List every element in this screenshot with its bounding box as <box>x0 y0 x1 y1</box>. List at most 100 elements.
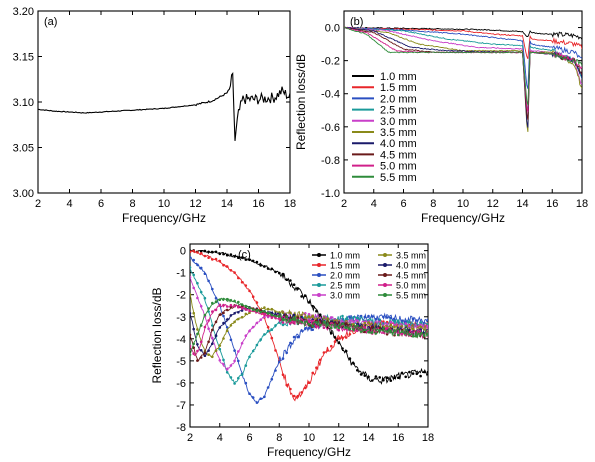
data-point <box>352 328 355 332</box>
data-point <box>233 255 236 258</box>
data-point <box>382 327 385 330</box>
series-group <box>344 26 582 132</box>
data-point <box>190 312 192 315</box>
data-point <box>292 321 296 324</box>
data-point <box>289 322 292 325</box>
data-point <box>199 304 203 308</box>
data-point <box>255 301 259 304</box>
data-point <box>285 278 289 282</box>
data-point <box>240 281 244 284</box>
data-point <box>278 317 281 320</box>
data-point <box>307 381 311 385</box>
data-point <box>190 276 192 279</box>
data-point <box>348 316 352 319</box>
series-line-30mm <box>344 26 582 120</box>
data-point <box>285 383 289 387</box>
panel-label: (a) <box>44 16 57 28</box>
data-point <box>311 324 315 328</box>
data-point <box>192 352 195 356</box>
data-point <box>211 301 214 305</box>
data-point <box>196 359 199 362</box>
data-point <box>244 334 248 338</box>
legend-label: 4.0 mm <box>396 261 426 271</box>
data-point <box>341 314 344 318</box>
data-point <box>382 315 385 319</box>
data-point <box>315 317 318 321</box>
data-point <box>281 311 285 315</box>
data-point <box>404 328 408 332</box>
data-point <box>203 354 207 358</box>
data-point <box>274 314 277 318</box>
data-point <box>192 311 195 315</box>
data-point <box>196 263 199 267</box>
data-point <box>270 267 274 271</box>
data-point <box>196 281 199 285</box>
data-point <box>214 300 218 304</box>
data-point <box>233 359 236 363</box>
data-point <box>296 287 300 290</box>
data-point <box>199 356 203 359</box>
data-point <box>196 328 199 331</box>
data-point <box>190 333 192 337</box>
y-tick-label: -5 <box>176 356 186 368</box>
data-point <box>344 322 348 325</box>
data-point <box>408 325 411 328</box>
y-tick-label: -0.2 <box>321 56 340 68</box>
data-point <box>300 315 303 319</box>
legend-marker <box>383 273 387 277</box>
x-tick-label: 12 <box>333 432 345 444</box>
x-tick-label: 6 <box>98 198 104 210</box>
data-point <box>270 313 274 317</box>
y-tick-label: 3.10 <box>13 97 34 109</box>
data-point <box>378 376 382 379</box>
data-point <box>296 316 300 319</box>
data-point <box>233 320 236 324</box>
series-group <box>190 249 428 405</box>
legend-marker <box>317 283 321 287</box>
data-point <box>415 335 419 338</box>
data-point <box>411 317 415 321</box>
data-point <box>400 319 404 323</box>
data-point <box>363 321 367 325</box>
data-point <box>311 315 315 319</box>
data-point <box>199 266 203 270</box>
data-point <box>389 379 393 383</box>
series-line-40mm <box>190 307 428 356</box>
data-point <box>363 374 367 377</box>
data-point <box>263 265 266 268</box>
data-point <box>263 312 266 316</box>
data-point <box>237 276 240 280</box>
data-point <box>233 312 236 315</box>
legend-label: 2.0 mm <box>380 93 417 105</box>
data-point <box>196 251 199 254</box>
data-point <box>330 332 333 335</box>
data-point <box>192 273 195 277</box>
data-point <box>318 313 322 317</box>
data-point <box>356 369 359 372</box>
data-point <box>426 370 428 374</box>
data-point <box>385 326 389 330</box>
legend-label: 4.5 mm <box>380 149 417 161</box>
data-point <box>240 309 244 312</box>
plot-frame <box>37 10 291 194</box>
data-point <box>278 360 281 364</box>
data-point <box>214 308 218 312</box>
data-point <box>359 373 363 376</box>
data-point <box>356 329 359 333</box>
data-point <box>296 394 300 398</box>
data-point <box>251 308 255 312</box>
data-point <box>367 375 370 379</box>
data-point <box>237 350 240 353</box>
data-point <box>190 293 192 296</box>
data-point <box>408 370 411 374</box>
data-point <box>222 321 225 325</box>
x-tick-label: 10 <box>457 198 469 210</box>
data-point <box>359 330 363 333</box>
data-point <box>225 329 229 333</box>
data-point <box>404 375 408 379</box>
data-point <box>251 349 255 353</box>
x-tick-label: 16 <box>546 198 558 210</box>
data-point <box>225 368 229 371</box>
data-point <box>240 307 244 310</box>
data-point <box>278 315 281 318</box>
